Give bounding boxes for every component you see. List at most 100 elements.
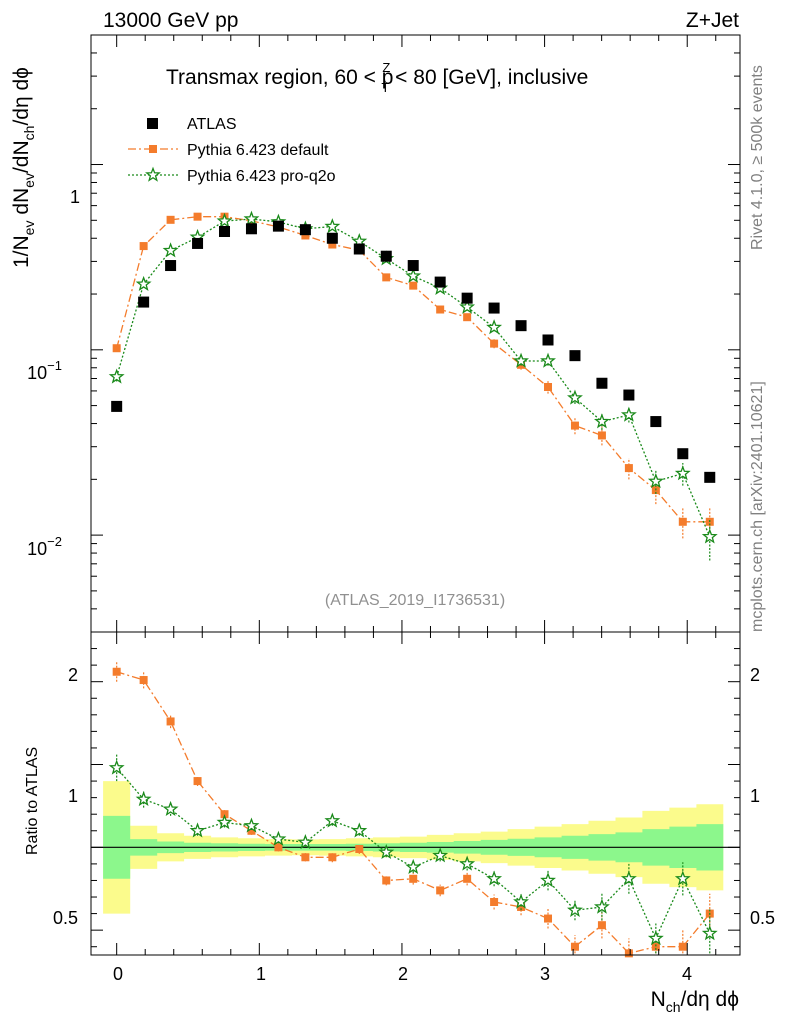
pythia-default-point <box>490 339 499 348</box>
ratio-pythia-proq2o-point <box>135 790 152 807</box>
ratio-pythia-default-point <box>328 853 337 862</box>
ratio-pythia-default-point <box>463 874 472 883</box>
ratio-y-tick-0.5: 0.5 <box>53 908 78 928</box>
ratio-y-tick-1-right: 1 <box>750 786 760 806</box>
main-y-tick-labels: 1 10−1 10−2 <box>27 187 80 559</box>
atlas-point <box>569 350 581 362</box>
ratio-pythia-proq2o-point <box>378 843 395 860</box>
pythia-proq2o-point <box>540 352 556 368</box>
atlas-point <box>326 232 338 244</box>
ratio-pythia-proq2o-point <box>674 870 691 886</box>
pythia-default-point <box>570 421 579 430</box>
ratio-y-tick-2-right: 2 <box>750 665 760 685</box>
energy-label: 13000 GeV pp <box>103 9 238 32</box>
pythia-default-point <box>597 431 606 440</box>
ratio-pythia-default-point <box>301 853 310 862</box>
ratio-pythia-default-point <box>382 876 391 885</box>
ratio-pythia-proq2o-point <box>567 901 583 918</box>
x-axis-label: Nch/dη dϕ <box>651 988 739 1015</box>
main-panel: Transmax region, 60 < pZ T < 80 [GeV], in… <box>10 34 741 633</box>
ratio-pythia-default-point <box>490 897 499 906</box>
pythia-default-point <box>544 382 553 391</box>
atlas-point <box>623 389 635 401</box>
pythia-default-point <box>112 344 121 353</box>
legend-atlas-label: ATLAS <box>187 116 237 133</box>
ratio-pythia-proq2o-point <box>351 822 368 838</box>
pythia-default-point <box>193 212 202 221</box>
ratio-pythia-default-point <box>112 667 121 676</box>
ratio-pythia-default-point <box>193 777 202 786</box>
x-tick-4: 4 <box>682 964 692 984</box>
mcplots-label: mcplots.cern.ch [arXiv:2401.10621] <box>749 381 766 632</box>
ratio-pythia-default-point <box>624 949 633 958</box>
ratio-pythia-proq2o-point <box>189 822 206 838</box>
atlas-point <box>434 276 446 288</box>
x-tick-labels: 0 1 2 3 4 <box>113 964 692 984</box>
legend-proq2o-label: Pythia 6.423 pro-q2o <box>187 168 336 185</box>
ratio-plot-area <box>91 661 740 958</box>
ratio-pythia-default-point <box>651 942 660 951</box>
atlas-point <box>407 260 419 272</box>
ratio-pythia-proq2o-point <box>593 898 610 914</box>
pythia-default-point <box>409 281 418 290</box>
atlas-point <box>650 416 662 428</box>
ratio-y-tick-2: 2 <box>68 665 78 685</box>
pythia-default-point <box>624 464 633 473</box>
ratio-pythia-default-point <box>678 942 687 951</box>
x-tick-0: 0 <box>113 964 123 984</box>
atlas-point <box>111 400 123 412</box>
atlas-point <box>245 223 257 235</box>
ratio-panel: Ratio to ATLAS 2 1 0.5 2 1 0.5 0 1 2 3 4… <box>24 631 775 1015</box>
ratio-pythia-default-point <box>570 942 579 951</box>
legend-proq2o-marker <box>145 166 161 182</box>
ratio-y-tick-labels-left: 2 1 0.5 <box>53 665 78 928</box>
pythia-proq2o-point <box>405 267 422 283</box>
pythia-proq2o-point <box>620 406 637 422</box>
ratio-pythia-proq2o-point <box>432 847 449 863</box>
pythia-proq2o-point <box>216 212 233 228</box>
x-tick-3: 3 <box>540 964 550 984</box>
atlas-point <box>192 237 204 249</box>
ratio-pythia-proq2o-point <box>108 759 125 775</box>
ratio-pythia-proq2o-point <box>324 812 341 828</box>
pythia-default-point <box>678 517 687 526</box>
pythia-proq2o-point <box>701 528 718 544</box>
ratio-pythia-default-point <box>409 874 418 883</box>
y-tick-label-0.01: 10−2 <box>27 534 62 559</box>
pythia-proq2o-point <box>486 319 503 335</box>
pythia-proq2o-point <box>513 352 529 368</box>
atlas-point <box>704 471 716 483</box>
pythia-default-point <box>382 273 391 282</box>
legend-item-pythia-pro-q2o: Pythia 6.423 pro-q2o <box>128 166 336 185</box>
ratio-pythia-proq2o-point <box>620 870 637 886</box>
pythia-default-point <box>463 313 472 322</box>
ratio-pythia-default-point <box>247 826 256 835</box>
ratio-pythia-default-point <box>166 717 175 726</box>
atlas-point <box>677 448 689 460</box>
pythia-default-point <box>328 240 337 249</box>
ratio-y-tick-0.5-right: 0.5 <box>750 908 775 928</box>
ratio-pythia-proq2o-point <box>459 855 476 871</box>
main-axis-ticks <box>91 34 740 633</box>
ratio-axis-ticks <box>91 632 740 955</box>
pythia-default-point <box>436 305 445 314</box>
y-tick-label-1: 1 <box>70 187 80 207</box>
pythia-proq2o-point <box>324 218 341 234</box>
ratio-pythia-proq2o-point <box>297 834 314 850</box>
atlas-point <box>596 377 608 389</box>
ratio-pythia-proq2o-point <box>701 925 718 941</box>
ratio-pythia-proq2o-point <box>162 800 179 816</box>
legend-default-label: Pythia 6.423 default <box>187 142 329 159</box>
atlas-point <box>138 296 150 308</box>
pythia-proq2o-point <box>567 389 583 405</box>
ratio-pythia-default-point <box>139 676 148 685</box>
pythia-proq2o-point <box>593 413 610 429</box>
legend-item-atlas: ATLAS <box>147 116 237 133</box>
legend-default-marker <box>149 145 157 153</box>
x-tick-1: 1 <box>256 964 266 984</box>
ratio-pythia-default-line <box>116 671 711 955</box>
pythia-default-point <box>301 231 310 240</box>
main-plot-area <box>108 210 718 561</box>
ratio-pythia-proq2o-point <box>216 814 233 830</box>
